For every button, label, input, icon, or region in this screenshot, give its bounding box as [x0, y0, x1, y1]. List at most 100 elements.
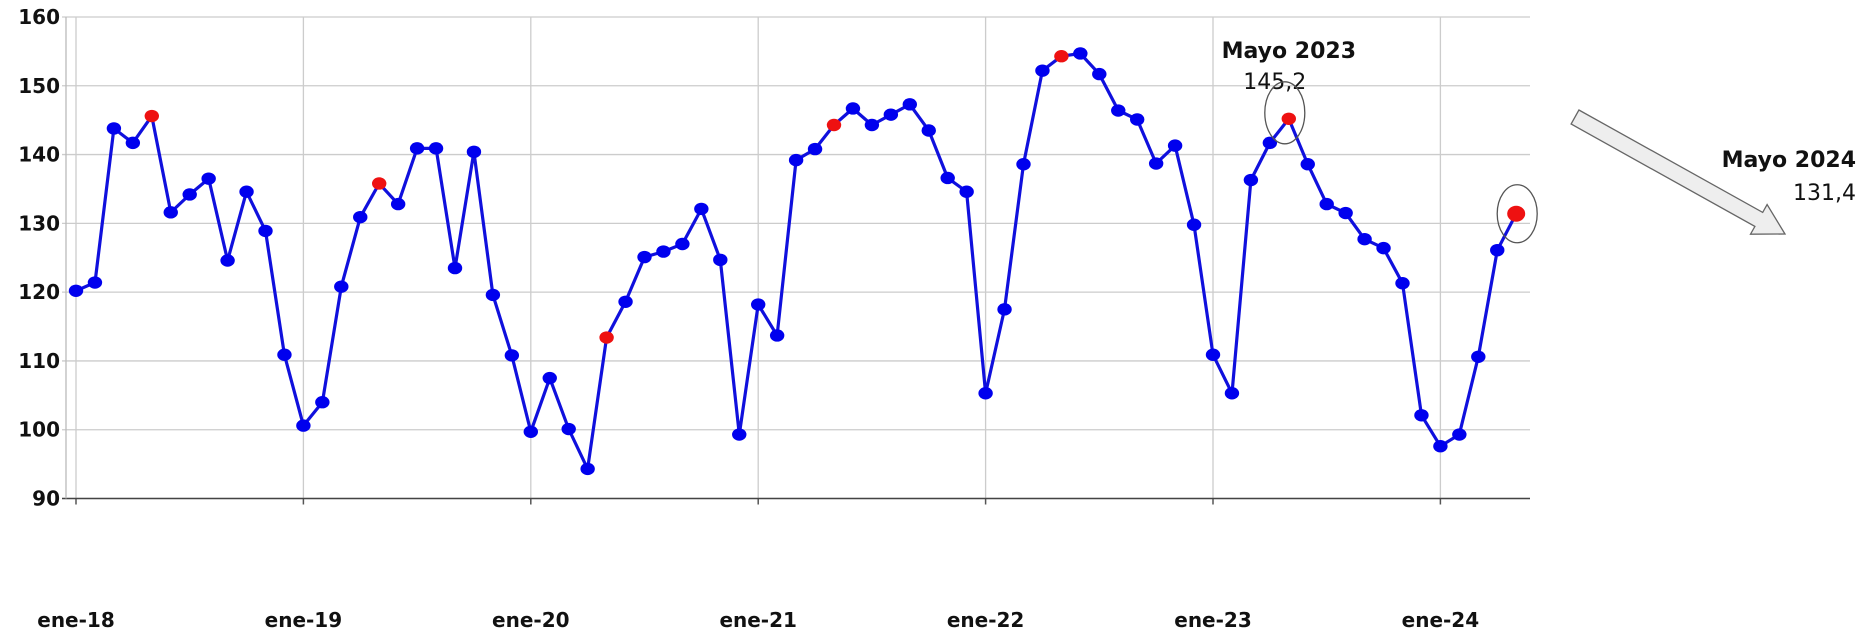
annotations: Mayo 2023 145,2 Mayo 2024 131,4 — [1222, 39, 1856, 244]
data-point — [978, 387, 993, 400]
data-point — [1319, 197, 1334, 211]
data-point — [580, 462, 595, 476]
data-point — [504, 349, 520, 362]
data-point — [694, 202, 709, 216]
grid-lines — [62, 16, 1530, 500]
series-line-group — [75, 51, 1518, 471]
x-tick-label: ene-23 — [1174, 608, 1252, 629]
data-point — [1035, 64, 1050, 77]
data-point — [637, 250, 652, 264]
data-point — [864, 118, 880, 132]
data-point-highlight — [599, 331, 614, 344]
data-point — [921, 124, 936, 137]
data-point — [959, 185, 974, 198]
data-point — [447, 261, 463, 275]
data-point-highlight — [372, 177, 387, 190]
y-tick-label: 90 — [32, 487, 60, 511]
data-point — [1262, 136, 1278, 150]
data-point — [788, 153, 804, 167]
data-point — [182, 188, 197, 201]
data-point — [201, 172, 216, 185]
data-point — [902, 98, 917, 111]
y-axis-tick-labels: 90 100 110 120 130 140 150 160 — [18, 5, 60, 511]
data-point — [713, 253, 728, 267]
data-point — [87, 276, 103, 289]
data-point — [1186, 218, 1202, 231]
data-point — [1111, 104, 1126, 117]
data-point — [163, 206, 178, 219]
x-tick-label: ene-18 — [37, 608, 115, 629]
y-tick-label: 160 — [18, 5, 60, 29]
data-point — [751, 298, 766, 311]
data-point-highlight — [1054, 50, 1069, 63]
data-point — [1471, 350, 1486, 364]
data-point — [618, 295, 633, 308]
data-point — [675, 237, 690, 251]
data-point — [390, 197, 406, 211]
data-point — [125, 136, 141, 150]
series-points — [68, 47, 1526, 476]
x-tick-label: ene-22 — [947, 608, 1025, 629]
data-point — [1243, 173, 1259, 187]
data-point — [353, 210, 368, 224]
data-point — [1148, 157, 1164, 170]
data-point — [68, 284, 84, 297]
data-point — [561, 422, 576, 436]
data-point — [940, 171, 955, 185]
data-point — [1357, 232, 1372, 246]
data-point — [106, 122, 122, 135]
data-point — [239, 185, 254, 198]
data-point — [883, 108, 899, 121]
axes — [62, 17, 1530, 505]
data-point — [220, 254, 235, 267]
data-point — [732, 428, 747, 441]
data-point — [1300, 158, 1315, 171]
data-point — [807, 142, 823, 156]
annotation-value-may-2024: 131,4 — [1793, 181, 1856, 206]
y-tick-label: 110 — [18, 349, 60, 373]
data-point — [1224, 387, 1240, 400]
data-point — [523, 425, 538, 438]
x-tick-label: ene-19 — [265, 608, 343, 629]
data-point — [1205, 348, 1221, 361]
data-point — [428, 142, 444, 155]
data-point — [466, 145, 482, 159]
x-tick-label: ene-24 — [1402, 608, 1480, 629]
y-tick-label: 120 — [18, 280, 60, 304]
data-point — [1490, 243, 1505, 257]
data-point — [258, 224, 273, 238]
data-point — [1433, 440, 1448, 453]
data-point-highlight — [826, 118, 842, 132]
data-point-highlight — [1281, 112, 1297, 126]
data-point — [1073, 47, 1088, 60]
data-point — [296, 419, 311, 432]
data-point — [1092, 67, 1107, 81]
annotation-title-may-2024: Mayo 2024 — [1722, 148, 1856, 173]
annotation-value-may-2023: 145,2 — [1243, 70, 1306, 95]
annotation-title-may-2023: Mayo 2023 — [1222, 39, 1356, 64]
trend-arrow — [1570, 109, 1787, 235]
data-point — [1338, 206, 1353, 220]
data-point — [1376, 241, 1391, 255]
data-point — [656, 245, 671, 258]
annotation-circle-may-2024 — [1496, 184, 1538, 244]
y-tick-label: 140 — [18, 143, 60, 167]
data-point — [1167, 139, 1183, 152]
data-point — [1395, 277, 1410, 290]
data-point — [997, 303, 1012, 316]
data-point — [315, 396, 330, 409]
y-tick-label: 100 — [18, 418, 60, 442]
data-point — [845, 102, 861, 115]
data-point — [334, 280, 349, 293]
annotation-circle-may-2023 — [1264, 81, 1306, 145]
x-tick-label: ene-20 — [492, 608, 570, 629]
x-axis-tick-labels: ene-18 ene-19 ene-20 ene-21 ene-22 ene-23 ene-… — [37, 608, 1479, 629]
data-point — [1016, 158, 1031, 171]
data-point — [1414, 409, 1429, 422]
data-point — [769, 329, 785, 342]
data-point-highlight — [144, 109, 159, 123]
y-tick-label: 150 — [18, 74, 60, 98]
data-point — [542, 371, 557, 385]
data-point — [485, 288, 501, 302]
